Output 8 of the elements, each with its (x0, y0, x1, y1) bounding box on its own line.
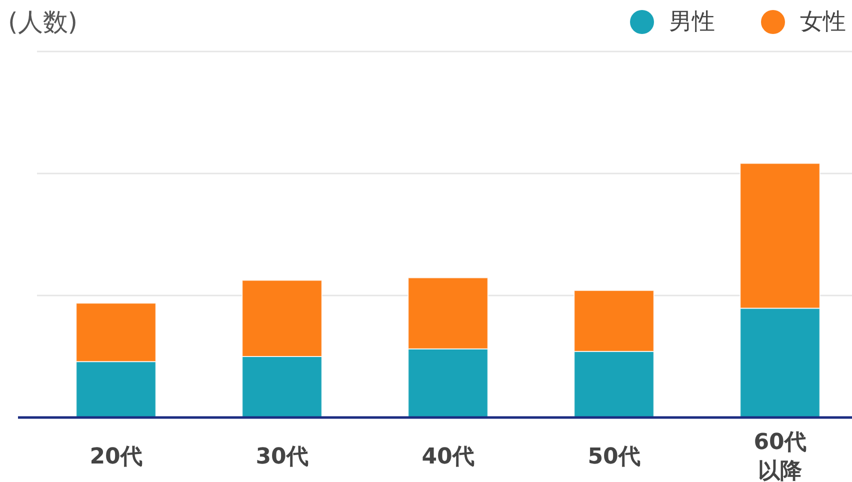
x-tick-label: 20代 (90, 444, 142, 470)
text: (人数) (8, 8, 78, 36)
legend-label: 男性 (669, 9, 715, 35)
x-tick-label: 60代以降 (754, 430, 806, 482)
x-tick-label: 40代 (422, 444, 474, 470)
x-tick-label: 30代 (256, 444, 308, 470)
x-tick-label: 50代 (588, 444, 640, 470)
legend-label: 女性 (800, 9, 846, 35)
